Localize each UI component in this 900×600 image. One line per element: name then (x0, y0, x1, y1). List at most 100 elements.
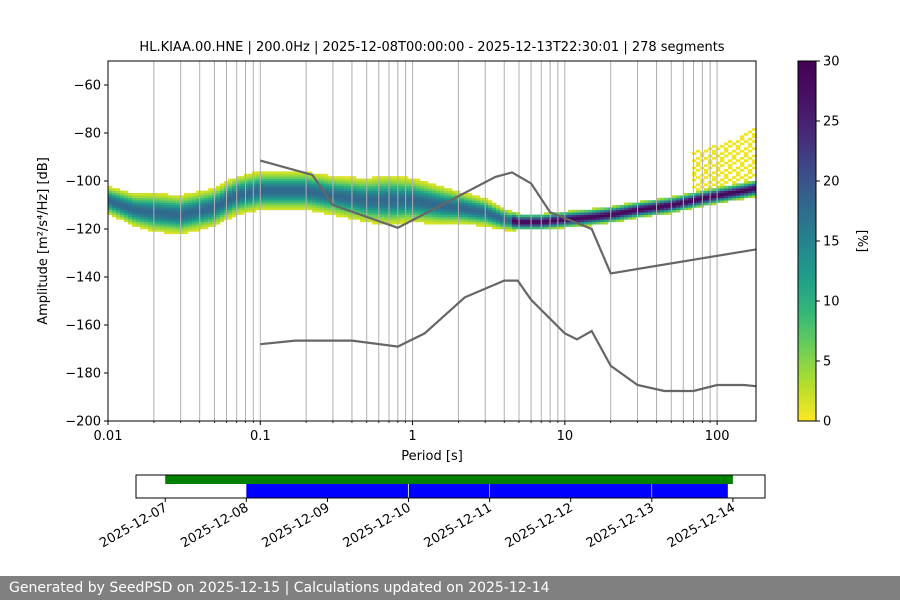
heatmap-cell (712, 178, 717, 182)
heatmap-cell (336, 214, 341, 218)
heatmap-cell (200, 202, 205, 206)
heatmap-cell (260, 185, 265, 189)
heatmap-cell (608, 214, 613, 218)
heatmap-cell (460, 207, 465, 211)
heatmap-cell (168, 197, 173, 201)
heatmap-cell (400, 221, 405, 225)
heatmap-cell (216, 205, 221, 208)
heatmap-cell (608, 207, 613, 211)
heatmap-cell (448, 190, 453, 194)
heatmap-cell (572, 209, 577, 213)
heatmap-cell (500, 214, 505, 218)
heatmap-cell (508, 219, 513, 223)
heatmap-cell (648, 209, 653, 213)
heatmap-cell (156, 195, 161, 199)
heatmap-cell (392, 183, 397, 187)
heatmap-cell (220, 202, 225, 206)
heatmap-cell (732, 193, 737, 196)
heatmap-cell (380, 176, 385, 179)
heatmap-cell (668, 197, 673, 201)
heatmap-cell (392, 181, 397, 184)
heatmap-cell (528, 224, 533, 227)
heatmap-cell (412, 190, 417, 194)
heatmap-cell (344, 202, 349, 206)
heatmap-cell (228, 190, 233, 194)
heatmap-cell (720, 190, 725, 194)
heatmap-cell (404, 202, 409, 206)
heatmap-cell (724, 181, 729, 184)
heatmap-cell (368, 190, 373, 194)
heatmap-cell (240, 202, 245, 206)
heatmap-cell (176, 209, 181, 213)
heatmap-cell (232, 193, 237, 196)
heatmap-cell (440, 197, 445, 201)
heatmap-cell (320, 173, 325, 177)
heatmap-cell (752, 159, 756, 163)
heatmap-cell (204, 205, 209, 208)
heatmap-cell (656, 200, 661, 203)
heatmap-cell (240, 193, 245, 196)
heatmap-cell (560, 226, 565, 230)
heatmap-cell (620, 207, 625, 211)
heatmap-cell (676, 195, 681, 199)
heatmap-cell (372, 183, 377, 187)
heatmap-cell (372, 195, 377, 199)
heatmap-cell (240, 197, 245, 201)
heatmap-cell (740, 185, 745, 189)
heatmap-cell (200, 207, 205, 211)
heatmap-cell (332, 185, 337, 189)
heatmap-cell (732, 197, 737, 201)
heatmap-cell (316, 200, 321, 203)
heatmap-cell (344, 212, 349, 215)
heatmap-cell (256, 181, 261, 184)
heatmap-cell (428, 195, 433, 199)
heatmap-cell (240, 200, 245, 203)
heatmap-cell (508, 214, 513, 218)
heatmap-cell (280, 176, 285, 179)
heatmap-cell (448, 197, 453, 201)
heatmap-cell (636, 214, 641, 218)
heatmap-cell (164, 205, 169, 208)
heatmap-cell (208, 195, 213, 199)
heatmap-cell (752, 161, 756, 165)
heatmap-cell (136, 214, 141, 218)
heatmap-cell (352, 190, 357, 194)
heatmap-cell (744, 159, 749, 163)
heatmap-cell (240, 188, 245, 191)
heatmap-cell (624, 202, 629, 206)
heatmap-cell (276, 178, 281, 182)
heatmap-cell (692, 178, 697, 182)
heatmap-cell (184, 214, 189, 218)
heatmap-cell (536, 219, 541, 223)
heatmap-cell (196, 217, 201, 220)
heatmap-cell (324, 205, 329, 208)
heatmap-cell (748, 145, 753, 148)
heatmap-cell (168, 214, 173, 218)
heatmap-cell (124, 209, 129, 213)
heatmap-cell (372, 214, 377, 218)
heatmap-cell (148, 209, 153, 213)
heatmap-cell (384, 207, 389, 211)
heatmap-cell (464, 217, 469, 220)
heatmap-cell (344, 188, 349, 191)
heatmap-cell (644, 205, 649, 208)
heatmap-cell (692, 202, 697, 206)
heatmap-cell (364, 200, 369, 203)
heatmap-cell (696, 195, 701, 199)
heatmap-cell (112, 190, 117, 194)
heatmap-cell (160, 202, 165, 206)
heatmap-cell (752, 135, 756, 139)
heatmap-cell (716, 173, 721, 177)
heatmap-cell (192, 207, 197, 211)
heatmap-cell (332, 207, 337, 211)
heatmap-cell (460, 214, 465, 218)
heatmap-cell (300, 205, 305, 208)
heatmap-cell (736, 152, 741, 155)
heatmap-cell (440, 212, 445, 215)
heatmap-cell (368, 214, 373, 218)
heatmap-cell (620, 205, 625, 208)
heatmap-cell (512, 229, 517, 232)
heatmap-cell (428, 217, 433, 220)
heatmap-cell (192, 221, 197, 225)
